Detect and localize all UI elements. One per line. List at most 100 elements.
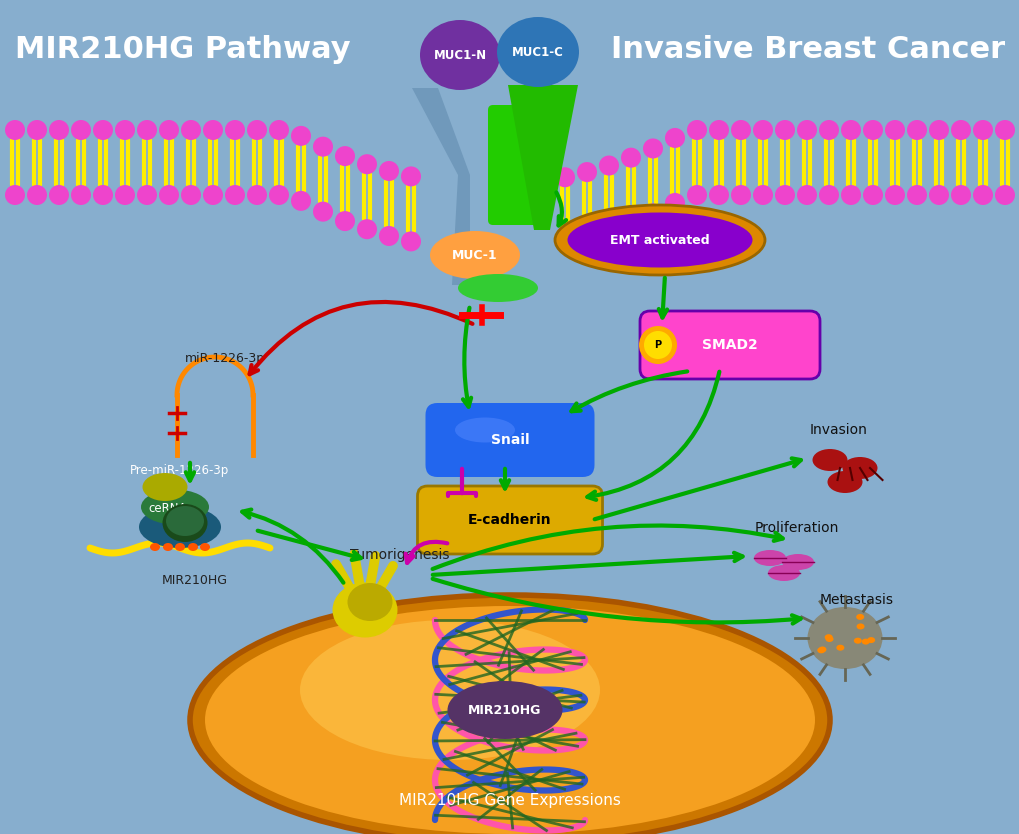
Ellipse shape bbox=[767, 565, 799, 581]
Ellipse shape bbox=[400, 231, 421, 251]
Ellipse shape bbox=[159, 185, 178, 205]
Ellipse shape bbox=[782, 554, 813, 570]
Ellipse shape bbox=[150, 543, 160, 551]
Ellipse shape bbox=[290, 191, 311, 211]
Ellipse shape bbox=[598, 220, 619, 240]
Ellipse shape bbox=[26, 120, 47, 140]
Ellipse shape bbox=[972, 120, 993, 140]
Text: E-cadherin: E-cadherin bbox=[468, 513, 551, 527]
Ellipse shape bbox=[447, 681, 561, 739]
Ellipse shape bbox=[928, 120, 948, 140]
Ellipse shape bbox=[950, 185, 970, 205]
Ellipse shape bbox=[190, 595, 829, 834]
Ellipse shape bbox=[862, 185, 882, 205]
Ellipse shape bbox=[577, 162, 596, 182]
Ellipse shape bbox=[163, 543, 173, 551]
Ellipse shape bbox=[928, 185, 948, 205]
Ellipse shape bbox=[862, 120, 882, 140]
Ellipse shape bbox=[379, 226, 398, 246]
Ellipse shape bbox=[166, 506, 204, 536]
Ellipse shape bbox=[841, 185, 860, 205]
Ellipse shape bbox=[458, 274, 537, 302]
FancyBboxPatch shape bbox=[425, 403, 594, 477]
Polygon shape bbox=[412, 88, 470, 175]
Ellipse shape bbox=[816, 647, 824, 653]
Ellipse shape bbox=[906, 185, 926, 205]
Text: Invasion: Invasion bbox=[809, 423, 867, 437]
Ellipse shape bbox=[49, 120, 69, 140]
Ellipse shape bbox=[225, 185, 245, 205]
Text: Snail: Snail bbox=[490, 433, 529, 447]
Ellipse shape bbox=[817, 646, 825, 652]
Ellipse shape bbox=[731, 185, 750, 205]
Text: MUC-1: MUC-1 bbox=[451, 249, 497, 262]
Ellipse shape bbox=[598, 155, 619, 175]
Ellipse shape bbox=[774, 185, 794, 205]
Ellipse shape bbox=[642, 138, 662, 158]
Ellipse shape bbox=[824, 634, 832, 641]
Ellipse shape bbox=[861, 639, 869, 645]
Ellipse shape bbox=[884, 185, 904, 205]
Text: MIR210HG: MIR210HG bbox=[162, 574, 228, 586]
Text: MIR210HG Pathway: MIR210HG Pathway bbox=[15, 35, 351, 64]
Ellipse shape bbox=[379, 161, 398, 181]
Text: MUC1-N: MUC1-N bbox=[433, 48, 486, 62]
Ellipse shape bbox=[855, 614, 863, 620]
Ellipse shape bbox=[856, 624, 864, 630]
Ellipse shape bbox=[664, 128, 685, 148]
Ellipse shape bbox=[93, 185, 113, 205]
Ellipse shape bbox=[200, 543, 210, 551]
Ellipse shape bbox=[269, 120, 288, 140]
Ellipse shape bbox=[203, 185, 223, 205]
Ellipse shape bbox=[638, 326, 677, 364]
Text: Tumorigenesis: Tumorigenesis bbox=[350, 548, 449, 562]
Ellipse shape bbox=[884, 120, 904, 140]
Polygon shape bbox=[451, 175, 470, 285]
Ellipse shape bbox=[642, 203, 662, 224]
Ellipse shape bbox=[49, 185, 69, 205]
FancyBboxPatch shape bbox=[639, 311, 819, 379]
Ellipse shape bbox=[818, 120, 839, 140]
Ellipse shape bbox=[554, 168, 575, 188]
Ellipse shape bbox=[454, 418, 515, 443]
Ellipse shape bbox=[180, 185, 201, 205]
Ellipse shape bbox=[841, 120, 860, 140]
Ellipse shape bbox=[818, 185, 839, 205]
Ellipse shape bbox=[180, 120, 201, 140]
Ellipse shape bbox=[159, 120, 178, 140]
Ellipse shape bbox=[269, 185, 288, 205]
Ellipse shape bbox=[290, 126, 311, 146]
Ellipse shape bbox=[26, 185, 47, 205]
Ellipse shape bbox=[247, 120, 267, 140]
Ellipse shape bbox=[225, 120, 245, 140]
Text: Pre-miR-1226-3p: Pre-miR-1226-3p bbox=[129, 464, 229, 476]
Ellipse shape bbox=[554, 205, 764, 275]
Ellipse shape bbox=[357, 154, 377, 174]
Ellipse shape bbox=[752, 185, 772, 205]
Ellipse shape bbox=[621, 148, 640, 168]
Ellipse shape bbox=[731, 120, 750, 140]
Ellipse shape bbox=[300, 620, 599, 760]
Ellipse shape bbox=[203, 120, 223, 140]
Ellipse shape bbox=[972, 185, 993, 205]
Ellipse shape bbox=[687, 185, 706, 205]
Ellipse shape bbox=[807, 607, 881, 669]
Text: Invasive Breast Cancer: Invasive Breast Cancer bbox=[610, 35, 1004, 64]
Ellipse shape bbox=[71, 185, 91, 205]
Ellipse shape bbox=[866, 637, 874, 643]
Ellipse shape bbox=[205, 606, 814, 834]
Ellipse shape bbox=[753, 550, 786, 566]
Ellipse shape bbox=[420, 20, 499, 90]
Ellipse shape bbox=[950, 120, 970, 140]
Ellipse shape bbox=[906, 120, 926, 140]
Text: ceRNA: ceRNA bbox=[148, 501, 186, 515]
FancyBboxPatch shape bbox=[417, 486, 602, 554]
Ellipse shape bbox=[774, 120, 794, 140]
Ellipse shape bbox=[796, 185, 816, 205]
Ellipse shape bbox=[115, 120, 135, 140]
Ellipse shape bbox=[430, 231, 520, 279]
Text: MIR210HG: MIR210HG bbox=[468, 704, 541, 716]
Ellipse shape bbox=[708, 120, 729, 140]
Text: MUC1-C: MUC1-C bbox=[512, 46, 564, 58]
Ellipse shape bbox=[313, 137, 332, 157]
